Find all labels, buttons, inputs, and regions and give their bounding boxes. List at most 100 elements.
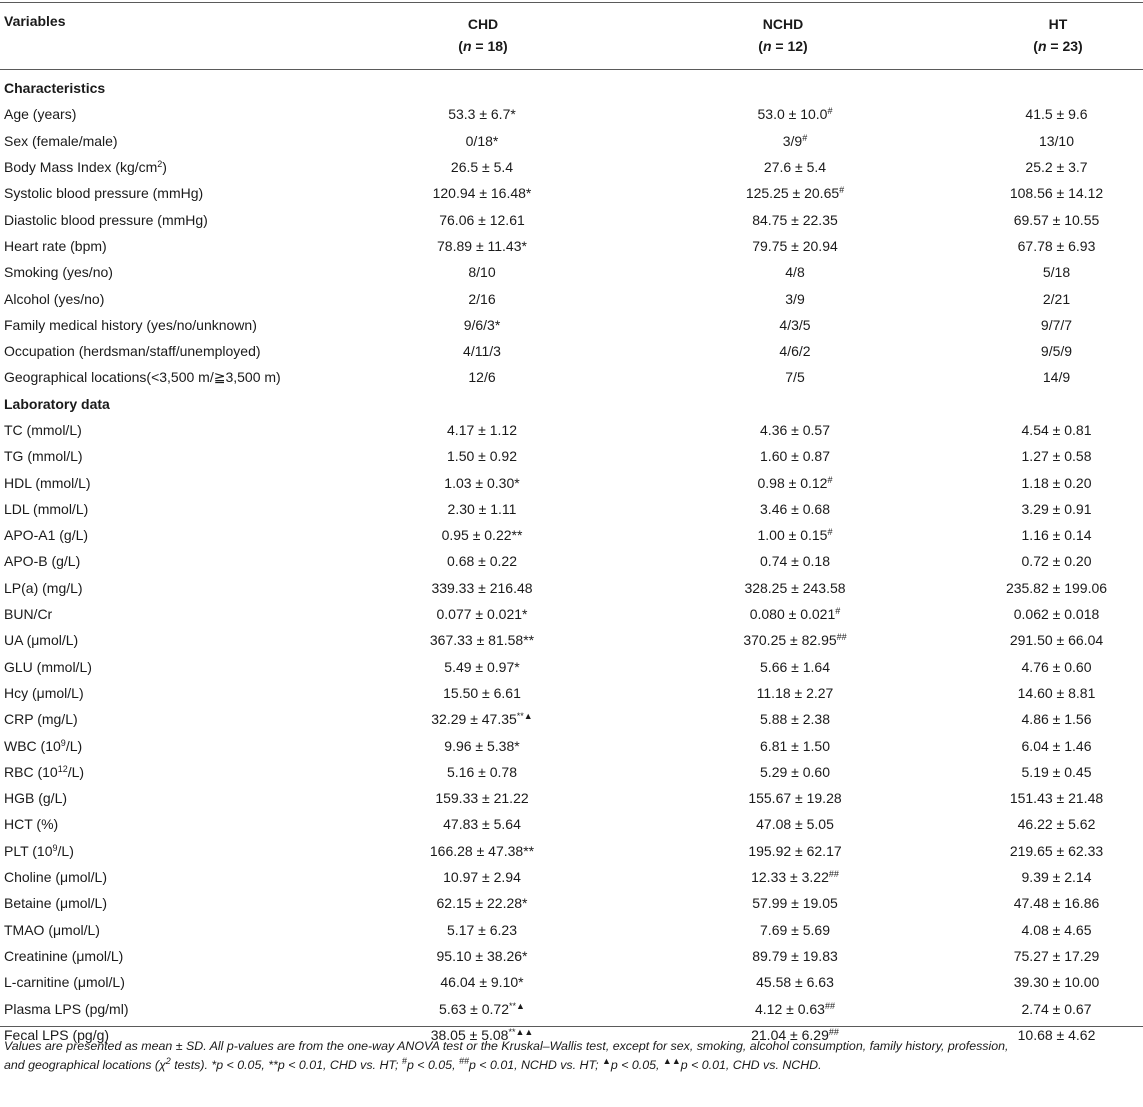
value-ht: 4.08 ± 4.65 (1021, 921, 1092, 938)
value-ht: 219.65 ± 62.33 (1009, 842, 1104, 859)
value-nchd: 4/3/5 (779, 316, 811, 333)
header-rule (0, 69, 1143, 70)
table-row: APO-A1 (g/L) 0.95 ± 0.22** 1.00 ± 0.15# 1.1… (0, 522, 1143, 548)
value-chd: 95.10 ± 38.26* (436, 947, 528, 964)
value-chd: 76.06 ± 12.61 (439, 211, 525, 228)
table-row: UA (μmol/L) 367.33 ± 81.58** 370.25 ± 82.9… (0, 627, 1143, 653)
table-row: GLU (mmol/L) 5.49 ± 0.97* 5.66 ± 1.64 4.76 … (0, 654, 1143, 680)
value-chd: 26.5 ± 5.4 (450, 159, 514, 176)
value-ht: 1.16 ± 0.14 (1021, 527, 1092, 544)
value-nchd: 89.79 ± 19.83 (752, 947, 838, 964)
header-variables: Variables (4, 13, 66, 29)
value-ht: 10.68 ± 4.62 (1017, 1026, 1096, 1043)
value-chd (324, 391, 622, 417)
value-nchd: 27.6 ± 5.4 (763, 159, 827, 176)
row-label: Diastolic blood pressure (mmHg) (4, 211, 208, 228)
row-label: Alcohol (yes/no) (4, 290, 105, 307)
value-nchd: 0.74 ± 0.18 (760, 553, 830, 570)
value-ht: 14/9 (1042, 369, 1071, 386)
value-nchd: 47.08 ± 5.05 (756, 816, 834, 833)
table-row: Family medical history (yes/no/unknown) 9… (0, 312, 1143, 338)
row-label: GLU (mmol/L) (4, 658, 92, 675)
value-chd: 367.33 ± 81.58** (429, 632, 535, 649)
value-chd: 339.33 ± 216.48 (431, 579, 533, 596)
header-ht: HT (n = 23) (918, 13, 1143, 57)
row-label: HDL (mmol/L) (4, 474, 91, 491)
value-ht: 6.04 ± 1.46 (1021, 737, 1092, 754)
table-row: Creatinine (μmol/L) 95.10 ± 38.26* 89.79 ±… (0, 943, 1143, 969)
row-label: Creatinine (μmol/L) (4, 947, 124, 964)
table-row: Geographical locations(<3,500 m/≧3,500 m… (0, 364, 1143, 390)
value-ht: 25.2 ± 3.7 (1025, 159, 1088, 176)
row-label: WBC (109/L) (4, 737, 83, 754)
value-nchd: 125.25 ± 20.65# (745, 185, 845, 202)
value-chd: 159.33 ± 21.22 (435, 790, 529, 807)
value-chd: 5.49 ± 0.97* (444, 658, 520, 675)
value-chd: 1.03 ± 0.30* (444, 474, 520, 491)
table-row: APO-B (g/L) 0.68 ± 0.22 0.74 ± 0.18 0.72 ± … (0, 548, 1143, 574)
value-ht: 2/21 (1042, 290, 1071, 307)
table-row: HCT (%) 47.83 ± 5.64 47.08 ± 5.05 46.22 ± 5… (0, 811, 1143, 837)
value-ht: 46.22 ± 5.62 (1017, 816, 1096, 833)
row-label: Choline (μmol/L) (4, 869, 107, 886)
value-ht (940, 75, 1143, 101)
header-nchd-n: (n = 12) (758, 38, 808, 54)
row-label: Sex (female/male) (4, 132, 118, 149)
value-nchd: 4/6/2 (779, 343, 811, 360)
row-label: Geographical locations(<3,500 m/≧3,500 m… (4, 368, 281, 385)
value-chd: 47.83 ± 5.64 (443, 816, 521, 833)
value-nchd: 84.75 ± 22.35 (752, 211, 838, 228)
row-label: Age (years) (4, 106, 77, 123)
row-label: UA (μmol/L) (4, 632, 79, 649)
value-nchd: 7.69 ± 5.69 (760, 921, 830, 938)
value-chd: 120.94 ± 16.48* (432, 185, 532, 202)
row-label: BUN/Cr (4, 606, 53, 623)
value-nchd: 7/5 (785, 369, 805, 386)
value-nchd: 328.25 ± 243.58 (744, 579, 846, 596)
value-nchd: 0.98 ± 0.12# (757, 474, 833, 491)
top-rule (0, 2, 1143, 3)
value-chd: 1.50 ± 0.92 (447, 448, 517, 465)
value-ht (940, 391, 1143, 417)
header-chd-n: (n = 18) (458, 38, 508, 54)
row-label: RBC (1012/L) (4, 763, 85, 780)
row-label: APO-A1 (g/L) (4, 527, 89, 544)
table-row: BUN/Cr 0.077 ± 0.021* 0.080 ± 0.021# 0.062 … (0, 601, 1143, 627)
value-nchd: 11.18 ± 2.27 (756, 684, 834, 701)
row-label: LP(a) (mg/L) (4, 579, 83, 596)
table-row: Choline (μmol/L) 10.97 ± 2.94 12.33 ± 3.22… (0, 864, 1143, 890)
table-row: HGB (g/L) 159.33 ± 21.22 155.67 ± 19.28 151… (0, 785, 1143, 811)
row-label: Betaine (μmol/L) (4, 895, 107, 912)
row-label: Heart rate (bpm) (4, 237, 107, 254)
value-ht: 235.82 ± 199.06 (1005, 579, 1108, 596)
table-row: Diastolic blood pressure (mmHg) 76.06 ± 1… (0, 206, 1143, 232)
value-ht: 291.50 ± 66.04 (1009, 632, 1104, 649)
table-row: Sex (female/male) 0/18* 3/9# 13/10 (0, 128, 1143, 154)
table-row: TG (mmol/L) 1.50 ± 0.92 1.60 ± 0.87 1.27 ± … (0, 443, 1143, 469)
table-row: WBC (109/L) 9.96 ± 5.38* 6.81 ± 1.50 6.04 ±… (0, 732, 1143, 758)
value-ht: 1.27 ± 0.58 (1021, 448, 1092, 465)
section-label: Characteristics (4, 80, 106, 97)
value-ht: 0.062 ± 0.018 (1013, 606, 1100, 623)
value-ht: 5.19 ± 0.45 (1021, 763, 1092, 780)
value-chd: 166.28 ± 47.38** (429, 842, 535, 859)
section-row: Characteristics (0, 75, 1143, 101)
row-label: CRP (mg/L) (4, 711, 78, 728)
value-chd: 0.68 ± 0.22 (447, 553, 517, 570)
table-row: L-carnitine (μmol/L) 46.04 ± 9.10* 45.58 ±… (0, 969, 1143, 995)
value-ht: 9.39 ± 2.14 (1021, 869, 1092, 886)
value-chd: 2.30 ± 1.11 (447, 500, 517, 517)
value-nchd: 12.33 ± 3.22## (751, 869, 839, 886)
row-label: PLT (109/L) (4, 842, 74, 859)
value-ht: 14.60 ± 8.81 (1017, 684, 1096, 701)
value-chd: 9.96 ± 5.38* (444, 737, 520, 754)
value-ht: 4.54 ± 0.81 (1021, 422, 1092, 438)
header-ht-name: HT (1048, 16, 1068, 32)
table-row: HDL (mmol/L) 1.03 ± 0.30* 0.98 ± 0.12# 1.18… (0, 469, 1143, 495)
value-nchd: 21.04 ± 6.29## (751, 1026, 839, 1043)
table-row: LDL (mmol/L) 2.30 ± 1.11 3.46 ± 0.68 3.29 ±… (0, 496, 1143, 522)
table-row: PLT (109/L) 166.28 ± 47.38** 195.92 ± 62.1… (0, 838, 1143, 864)
value-ht: 1.18 ± 0.20 (1021, 474, 1092, 491)
header-ht-n: (n = 23) (1033, 38, 1083, 54)
value-ht: 9/5/9 (1040, 343, 1073, 360)
